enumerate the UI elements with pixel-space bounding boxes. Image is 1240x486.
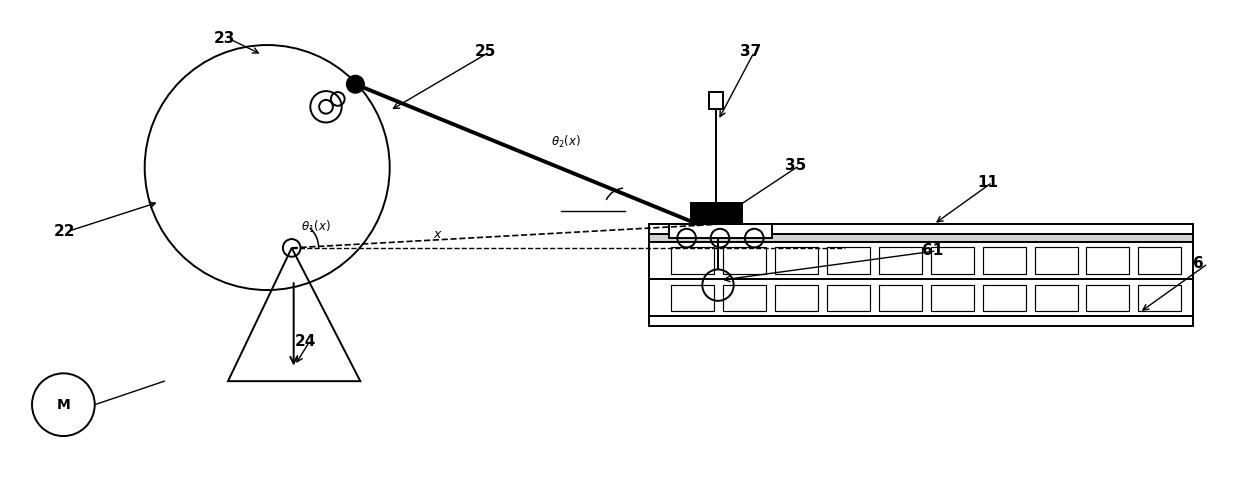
Text: 22: 22 <box>53 224 76 239</box>
Bar <box>1034 285 1078 311</box>
Text: 23: 23 <box>213 31 234 46</box>
Bar <box>827 247 869 274</box>
Bar <box>1086 247 1130 274</box>
Bar <box>1034 247 1078 274</box>
Text: $\theta_2(x)$: $\theta_2(x)$ <box>552 134 582 150</box>
Text: 25: 25 <box>475 44 496 59</box>
Bar <box>775 247 818 274</box>
Text: 61: 61 <box>921 243 944 259</box>
Bar <box>931 247 973 274</box>
Bar <box>775 285 818 311</box>
Bar <box>670 225 771 238</box>
Circle shape <box>346 75 365 93</box>
Text: 35: 35 <box>785 158 806 173</box>
Bar <box>650 242 1193 279</box>
Bar <box>931 285 973 311</box>
Bar <box>671 247 714 274</box>
Bar <box>691 203 742 225</box>
Bar <box>650 225 1193 234</box>
Bar <box>1086 285 1130 311</box>
Bar <box>650 316 1193 326</box>
Bar <box>982 285 1025 311</box>
Bar <box>827 285 869 311</box>
Text: 6: 6 <box>1193 256 1204 271</box>
Bar <box>982 247 1025 274</box>
Bar <box>723 285 766 311</box>
Text: 24: 24 <box>295 334 316 349</box>
Text: $\theta_1(x)$: $\theta_1(x)$ <box>301 219 331 235</box>
Bar <box>1138 285 1182 311</box>
Bar <box>879 285 921 311</box>
Text: 37: 37 <box>739 44 761 59</box>
Text: M: M <box>57 398 71 412</box>
Bar <box>671 285 714 311</box>
Bar <box>879 247 921 274</box>
Text: x: x <box>434 228 441 241</box>
Bar <box>650 279 1193 316</box>
Bar <box>709 91 723 109</box>
Bar <box>723 247 766 274</box>
Bar <box>650 234 1193 242</box>
Text: 11: 11 <box>977 175 998 190</box>
Bar <box>1138 247 1182 274</box>
